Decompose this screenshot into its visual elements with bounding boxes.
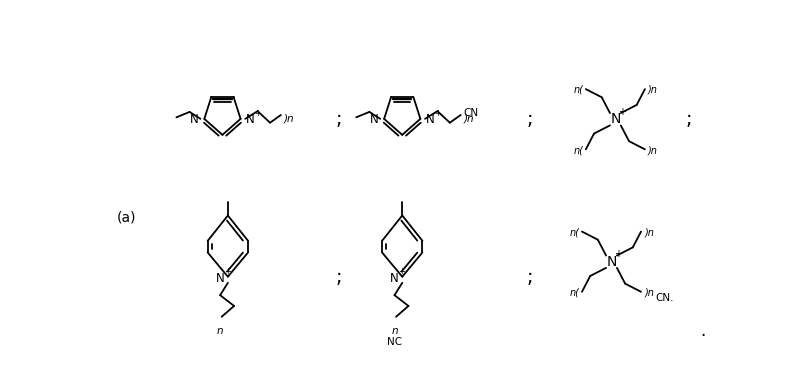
Text: CN.: CN. — [655, 293, 674, 303]
Text: N: N — [370, 113, 378, 126]
Text: +: + — [614, 249, 622, 259]
Text: N: N — [390, 272, 399, 285]
Text: N: N — [610, 112, 621, 126]
Text: NC: NC — [387, 337, 402, 347]
Text: +: + — [254, 109, 261, 118]
Text: )n: )n — [648, 85, 658, 95]
Text: n: n — [391, 326, 398, 336]
Text: N: N — [246, 113, 255, 126]
Text: (a): (a) — [117, 210, 137, 224]
Text: ;: ; — [526, 268, 533, 286]
Text: +: + — [398, 267, 405, 276]
Text: )n: )n — [644, 227, 654, 237]
Text: )n: )n — [644, 288, 654, 298]
Text: N: N — [190, 113, 198, 126]
Text: ;: ; — [335, 268, 342, 286]
Text: )n: )n — [284, 114, 294, 124]
Text: N: N — [216, 272, 225, 285]
Text: +: + — [618, 106, 626, 116]
Text: CN: CN — [464, 108, 479, 118]
Text: +: + — [224, 267, 230, 276]
Text: N: N — [606, 255, 617, 269]
Text: ;: ; — [526, 110, 533, 129]
Text: N: N — [426, 113, 435, 126]
Text: n(: n( — [570, 227, 580, 237]
Text: n: n — [217, 326, 223, 336]
Text: )n: )n — [648, 145, 658, 155]
Text: .: . — [700, 322, 706, 340]
Text: n(: n( — [574, 85, 583, 95]
Text: +: + — [434, 109, 441, 118]
Text: )n: )n — [464, 114, 474, 124]
Text: n(: n( — [570, 288, 580, 298]
Text: ;: ; — [335, 110, 342, 129]
Text: n(: n( — [574, 145, 583, 155]
Text: ;: ; — [686, 110, 692, 129]
